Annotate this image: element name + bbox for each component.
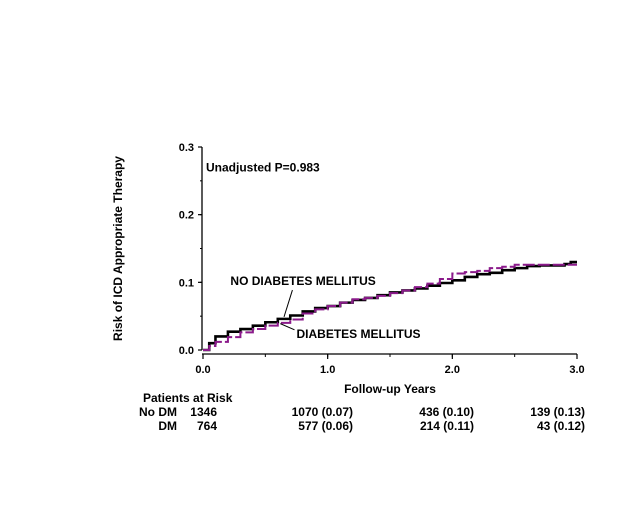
x-tick-label: 3.0 <box>569 364 584 376</box>
risk-cell: 436 (0.10) <box>419 405 474 419</box>
risk-cell: 214 (0.11) <box>419 419 474 433</box>
y-tick-label: 0.1 <box>179 277 194 289</box>
risk-cell: 1346 <box>190 405 217 419</box>
y-tick-label: 0.0 <box>179 345 194 357</box>
risk-row-label: No DM <box>139 405 177 419</box>
x-axis-label: Follow-up Years <box>344 382 436 396</box>
curve-label-no-dm: NO DIABETES MELLITUS <box>230 274 375 288</box>
series-group <box>203 260 577 352</box>
risk-cell: 1070 (0.07) <box>291 405 353 419</box>
risk-cell: 43 (0.12) <box>536 419 585 433</box>
risk-cell: 577 (0.06) <box>298 419 353 433</box>
series-line-dm <box>203 263 577 351</box>
y-tick-label: 0.3 <box>179 142 194 154</box>
curve-label-dm: DIABETES MELLITUS <box>297 327 421 341</box>
y-tick-label: 0.2 <box>179 210 194 222</box>
leader-line <box>280 323 295 331</box>
leader-line <box>283 289 293 317</box>
p-value-annotation: Unadjusted P=0.983 <box>206 160 320 174</box>
axes: 0.0 0.1 0.2 0.3 0.0 1.0 2.0 3.0 <box>179 142 585 376</box>
risk-row-label: DM <box>158 419 177 433</box>
risk-table-title: Patients at Risk <box>143 391 233 405</box>
x-tick-label: 1.0 <box>320 364 335 376</box>
risk-cell: 139 (0.13) <box>530 405 585 419</box>
curve-labels: NO DIABETES MELLITUS DIABETES MELLITUS <box>230 274 420 341</box>
risk-cell: 764 <box>196 419 217 433</box>
x-tick-label: 0.0 <box>195 364 210 376</box>
y-axis-label: Risk of ICD Appropriate Therapy <box>111 156 125 341</box>
x-tick-label: 2.0 <box>445 364 460 376</box>
